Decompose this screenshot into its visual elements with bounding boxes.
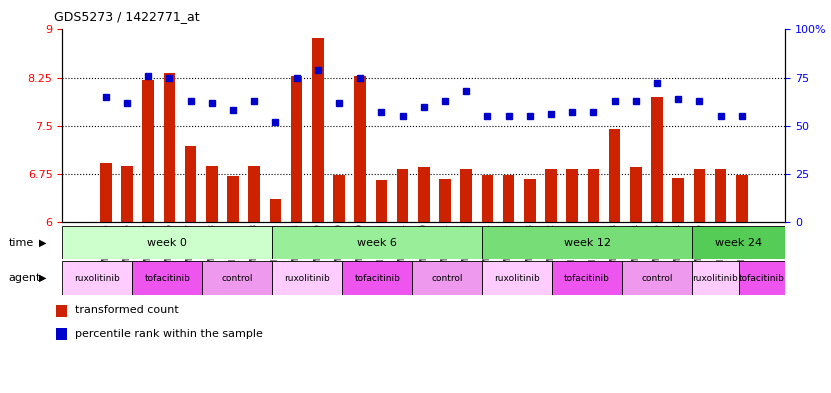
Text: tofacitinib: tofacitinib [564,274,610,283]
Text: week 0: week 0 [147,238,187,248]
Bar [227,176,238,222]
Bar [694,169,706,222]
Bar [418,167,430,222]
Text: control: control [431,274,463,283]
Text: tofacitinib: tofacitinib [145,274,190,283]
Text: ▶: ▶ [39,273,47,283]
Bar [312,39,323,222]
Bar [552,261,622,295]
Text: control: control [222,274,253,283]
Bar [715,169,726,222]
Bar [588,169,599,222]
Bar [567,169,578,222]
Bar [56,305,67,317]
Text: control: control [642,274,673,283]
Bar [545,169,557,222]
Text: week 24: week 24 [715,238,762,248]
Bar [184,146,196,222]
Bar [202,261,273,295]
Bar [248,166,260,222]
Bar [121,166,133,222]
Bar [333,174,345,222]
Text: week 6: week 6 [357,238,397,248]
Bar [342,261,412,295]
Text: ruxolitinib: ruxolitinib [692,274,738,283]
Bar [482,175,494,222]
Bar [460,169,472,222]
Text: percentile rank within the sample: percentile rank within the sample [75,329,263,339]
Text: tofacitinib: tofacitinib [354,274,400,283]
Bar [132,261,202,295]
Text: tofacitinib: tofacitinib [739,274,785,283]
Bar [269,199,281,222]
Bar [692,261,739,295]
Bar [739,261,785,295]
Bar [273,226,482,259]
Bar [503,175,514,222]
Bar [273,261,342,295]
Bar [482,226,692,259]
Bar [652,97,663,222]
Bar [396,169,409,222]
Bar [622,261,692,295]
Text: week 12: week 12 [563,238,611,248]
Text: ruxolitinib: ruxolitinib [494,274,540,283]
Text: ▶: ▶ [39,238,47,248]
Text: time: time [8,238,33,248]
Bar [736,175,748,222]
Bar [56,329,67,340]
Bar [354,76,366,222]
Text: agent: agent [8,273,41,283]
Bar [142,79,154,222]
Bar [482,261,552,295]
Bar [609,129,621,222]
Bar [100,163,111,222]
Bar [62,226,273,259]
Bar [524,179,536,222]
Bar [164,73,175,222]
Text: GDS5273 / 1422771_at: GDS5273 / 1422771_at [54,10,199,23]
Bar [376,180,387,222]
Text: transformed count: transformed count [75,305,179,316]
Bar [630,167,642,222]
Text: ruxolitinib: ruxolitinib [75,274,120,283]
Bar [439,179,451,222]
Bar [291,76,302,222]
Bar [692,226,785,259]
Bar [62,261,132,295]
Bar [672,178,684,222]
Bar [412,261,482,295]
Text: ruxolitinib: ruxolitinib [284,274,330,283]
Bar [206,166,218,222]
